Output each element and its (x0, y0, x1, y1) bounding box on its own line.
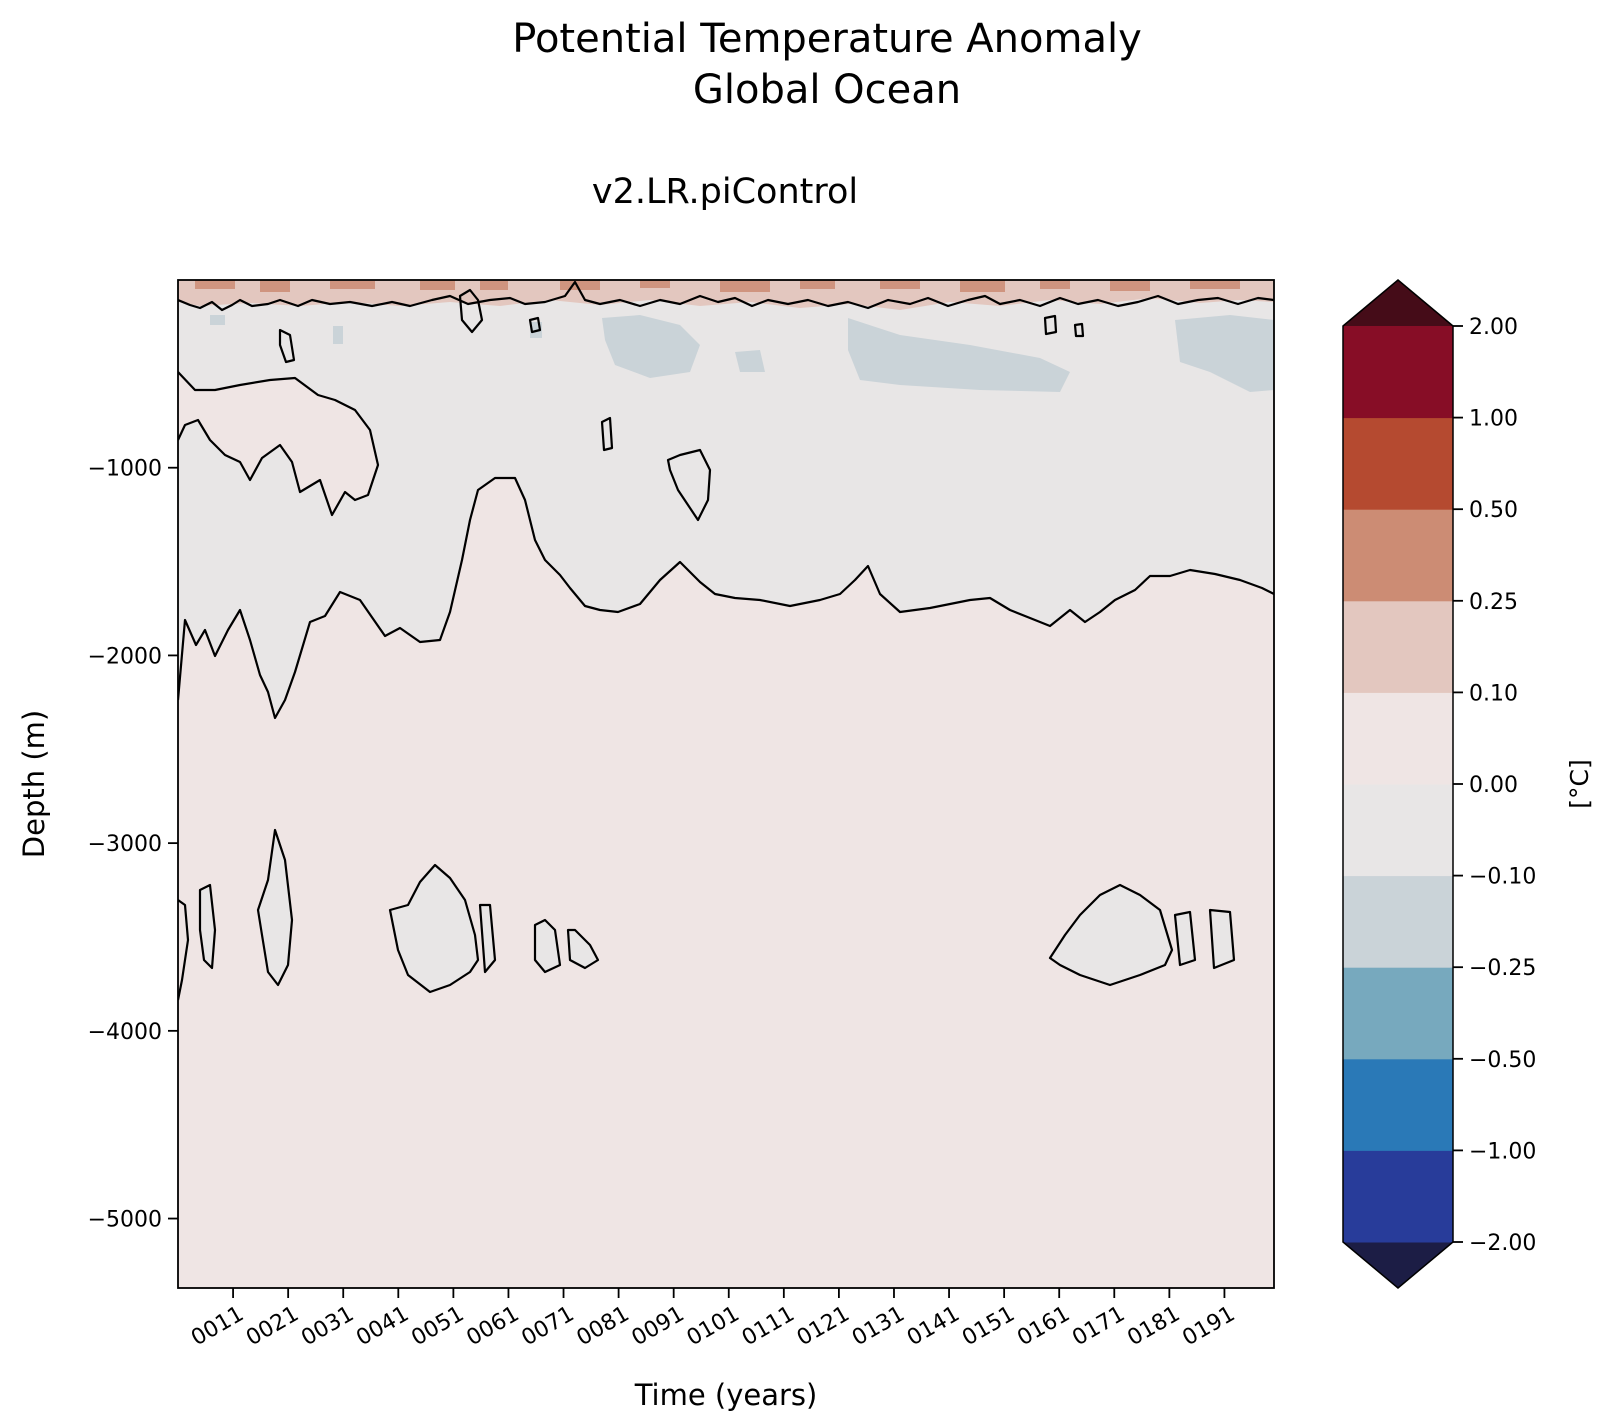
colorbar-swatch (1343, 875, 1453, 968)
colorbar-tick-label: −0.25 (1469, 956, 1536, 981)
colorbar-under-arrow (1343, 1242, 1453, 1288)
colorbar-swatch (1343, 1150, 1453, 1243)
colorbar-swatch (1343, 1058, 1453, 1151)
zero-contours (178, 280, 1274, 1001)
x-tick-label: 0111 (738, 1302, 799, 1352)
x-tick-label: 0021 (242, 1302, 303, 1352)
x-axis: 0011002100310041005100610071008100910101… (187, 1288, 1239, 1351)
colorbar-tick-label: 0.10 (1469, 681, 1518, 706)
colorbar-tick-label: 0.25 (1469, 590, 1518, 615)
colorbar-swatch (1343, 784, 1453, 877)
chart-title: Potential Temperature Anomaly (512, 16, 1142, 62)
y-tick-label: −2000 (88, 644, 162, 669)
x-tick-label: 0131 (848, 1302, 909, 1352)
colorbar-tick-label: −2.00 (1469, 1231, 1536, 1256)
surface-warm-patches (195, 280, 1240, 292)
colorbar-tick-label: −0.50 (1469, 1048, 1536, 1073)
y-tick-label: −1000 (88, 457, 162, 482)
x-tick-label: 0141 (903, 1302, 964, 1352)
x-tick-label: 0071 (518, 1302, 579, 1352)
colorbar-swatch (1343, 967, 1453, 1060)
x-tick-label: 0011 (187, 1302, 248, 1352)
x-axis-label: Time (years) (634, 1378, 818, 1412)
contour-mid-lobe (178, 371, 380, 517)
y-tick-label: −4000 (88, 1020, 162, 1045)
colorbar-tick-label: 1.00 (1469, 407, 1518, 432)
colorbar-swatch (1343, 692, 1453, 785)
x-tick-label: 0061 (462, 1302, 523, 1352)
cool-patches (210, 315, 1274, 392)
colorbar-tick-label: −0.10 (1469, 865, 1536, 890)
x-tick-label: 0181 (1123, 1302, 1184, 1352)
colorbar-over-arrow (1343, 280, 1453, 326)
upper-neutral-region (178, 300, 1274, 718)
x-tick-label: 0091 (628, 1302, 689, 1352)
y-tick-label: −5000 (88, 1208, 162, 1233)
x-tick-label: 0101 (683, 1302, 744, 1352)
x-tick-label: 0041 (352, 1302, 413, 1352)
x-tick-label: 0151 (958, 1302, 1019, 1352)
chart-title-line2: Global Ocean (693, 67, 961, 113)
colorbar-swatch (1343, 417, 1453, 510)
y-axis-label: Depth (m) (17, 710, 51, 858)
x-tick-label: 0191 (1178, 1302, 1239, 1352)
colorbar-swatch (1343, 326, 1453, 419)
colorbar-label: [°C] (1565, 759, 1594, 808)
contour-deep-boundary (178, 476, 1274, 720)
x-tick-label: 0121 (793, 1302, 854, 1352)
colorbar-swatch (1343, 509, 1453, 602)
colorbar-tick-label: 0.00 (1469, 773, 1518, 798)
x-tick-label: 0051 (407, 1302, 468, 1352)
colorbar-tick-label: 0.50 (1469, 498, 1518, 523)
x-tick-label: 0171 (1068, 1302, 1129, 1352)
colorbar-tick-label: −1.00 (1469, 1139, 1536, 1164)
plot-area (178, 280, 1274, 1288)
colorbar-tick-label: 2.00 (1469, 315, 1518, 340)
y-axis: −1000 −2000 −3000 −4000 −5000 (88, 457, 178, 1233)
x-tick-label: 0031 (297, 1302, 358, 1352)
contour-surface (178, 280, 1274, 312)
y-tick-label: −3000 (88, 832, 162, 857)
x-tick-label: 0081 (573, 1302, 634, 1352)
x-tick-label: 0161 (1013, 1302, 1074, 1352)
mid-depth-warm-lobe (178, 372, 378, 515)
plot-frame (177, 279, 1275, 1289)
colorbar: −2.00 −1.00 −0.50 −0.25 −0.10 0.00 0.10 0.25 0.5… (1342, 279, 1536, 1289)
colorbar-swatch (1343, 600, 1453, 693)
chart-subtitle: v2.LR.piControl (592, 172, 858, 212)
